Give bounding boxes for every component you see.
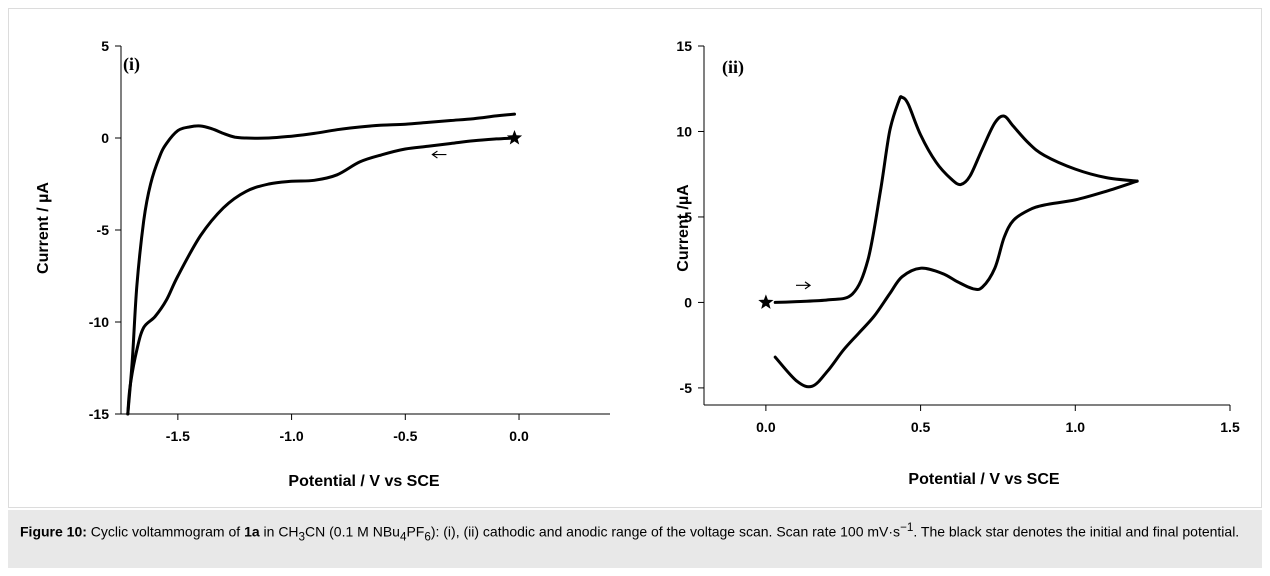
caption-text: . The black star denotes the initial and… bbox=[913, 523, 1240, 540]
caption-compound: 1a bbox=[244, 523, 260, 540]
panel-ii-x-tick-label: 1.5 bbox=[1220, 419, 1240, 435]
caption-figure-label: Figure 10: bbox=[20, 523, 87, 540]
panel-i-y-tick-label: 0 bbox=[101, 130, 109, 146]
caption-subscript: 3 bbox=[298, 530, 306, 544]
panel-ii-scan-direction-arrow-icon bbox=[796, 281, 812, 290]
panel-i-x-tick-label: 0.0 bbox=[509, 428, 529, 444]
caption-text: ): (i), (ii) cathodic and anodic range o… bbox=[430, 523, 901, 540]
panel-ii-star-marker-icon bbox=[758, 294, 774, 309]
panel-i-label: (i) bbox=[123, 54, 140, 75]
panel-ii-y-tick-label: 5 bbox=[684, 209, 692, 225]
figure-caption: Figure 10: Cyclic voltammogram of 1a in … bbox=[8, 510, 1262, 568]
panel-i-x-tick-label: -1.0 bbox=[280, 428, 304, 444]
panel-ii: (ii) Potential / V vs SCE Current /µA 15… bbox=[675, 38, 1240, 488]
voltammogram-figure: (i) Potential / V vs SCE Current / µA 5 0… bbox=[35, 38, 1240, 490]
panel-ii-x-axis-title: Potential / V vs SCE bbox=[908, 471, 1059, 488]
panel-i-scan-curve-1 bbox=[126, 136, 516, 416]
panel-i-y-tick-label: 5 bbox=[101, 38, 109, 54]
panel-i-x-axis-title: Potential / V vs SCE bbox=[288, 473, 439, 490]
panel-i-y-axis-title: Current / µA bbox=[35, 182, 52, 274]
panel-ii-scan-curve-1 bbox=[773, 95, 1139, 304]
panel-i: (i) Potential / V vs SCE Current / µA 5 0… bbox=[35, 38, 610, 490]
panel-i-y-tick-label: -5 bbox=[97, 222, 110, 238]
caption-text: CN (0.1 M NBu bbox=[305, 523, 400, 540]
panel-ii-x-tick-label: 1.0 bbox=[1066, 419, 1086, 435]
panel-ii-y-tick-label: 0 bbox=[684, 294, 692, 310]
panel-i-scan-direction-arrow-icon bbox=[431, 150, 447, 159]
panel-i-y-tick-label: -10 bbox=[89, 314, 109, 330]
caption-superscript: −1 bbox=[900, 521, 914, 534]
figure-frame bbox=[8, 8, 1262, 508]
panel-i-star-marker-icon bbox=[506, 130, 523, 145]
panel-ii-x-tick-label: 0.0 bbox=[756, 419, 776, 435]
panel-ii-y-tick-label: -5 bbox=[680, 380, 693, 396]
panel-ii-label: (ii) bbox=[722, 57, 744, 78]
panel-i-y-tick-label: -15 bbox=[89, 406, 109, 422]
caption-text: Cyclic voltammogram of bbox=[86, 523, 245, 540]
panel-ii-y-axis-title: Current /µA bbox=[675, 184, 692, 272]
panel-i-x-tick-label: -1.5 bbox=[166, 428, 190, 444]
panel-ii-y-tick-label: 10 bbox=[676, 123, 692, 139]
panel-ii-scan-curve-2 bbox=[773, 179, 1139, 389]
panel-i-x-tick-label: -0.5 bbox=[393, 428, 417, 444]
caption-subscript: 6 bbox=[424, 530, 431, 544]
panel-ii-x-tick-label: 0.5 bbox=[911, 419, 931, 435]
panel-ii-y-tick-label: 15 bbox=[676, 38, 692, 54]
caption-text: in CH bbox=[259, 523, 299, 540]
caption-text: PF bbox=[406, 523, 425, 540]
caption-subscript: 4 bbox=[399, 530, 407, 544]
panel-i-scan-curve-2 bbox=[126, 112, 516, 416]
